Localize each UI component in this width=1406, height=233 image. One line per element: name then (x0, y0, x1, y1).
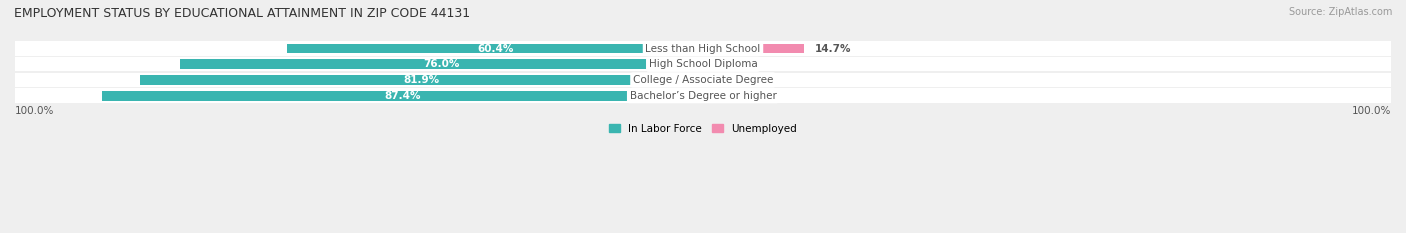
Bar (15, 73, 1391, 87)
Text: 2.0%: 2.0% (727, 91, 756, 101)
Text: 100.0%: 100.0% (15, 106, 55, 116)
Text: Less than High School: Less than High School (645, 44, 761, 54)
Bar (15, 41, 1391, 56)
Text: Source: ZipAtlas.com: Source: ZipAtlas.com (1288, 7, 1392, 17)
Bar (180, 59, 703, 69)
Text: 87.4%: 87.4% (384, 91, 420, 101)
Text: Bachelor’s Degree or higher: Bachelor’s Degree or higher (630, 91, 776, 101)
Bar (15, 57, 1391, 72)
Text: EMPLOYMENT STATUS BY EDUCATIONAL ATTAINMENT IN ZIP CODE 44131: EMPLOYMENT STATUS BY EDUCATIONAL ATTAINM… (14, 7, 470, 20)
Legend: In Labor Force, Unemployed: In Labor Force, Unemployed (605, 120, 801, 138)
Text: 1.8%: 1.8% (725, 59, 755, 69)
Text: 81.9%: 81.9% (404, 75, 439, 85)
Bar (703, 59, 716, 69)
Text: 100.0%: 100.0% (1351, 106, 1391, 116)
Bar (703, 44, 804, 53)
Bar (139, 75, 703, 85)
Text: College / Associate Degree: College / Associate Degree (633, 75, 773, 85)
Bar (15, 89, 1391, 103)
Bar (101, 91, 703, 101)
Text: 76.0%: 76.0% (423, 59, 460, 69)
Text: High School Diploma: High School Diploma (648, 59, 758, 69)
Bar (287, 44, 703, 53)
Bar (703, 91, 717, 101)
Text: 2.2%: 2.2% (728, 75, 758, 85)
Bar (703, 75, 718, 85)
Text: 60.4%: 60.4% (477, 44, 513, 54)
Text: 14.7%: 14.7% (814, 44, 851, 54)
